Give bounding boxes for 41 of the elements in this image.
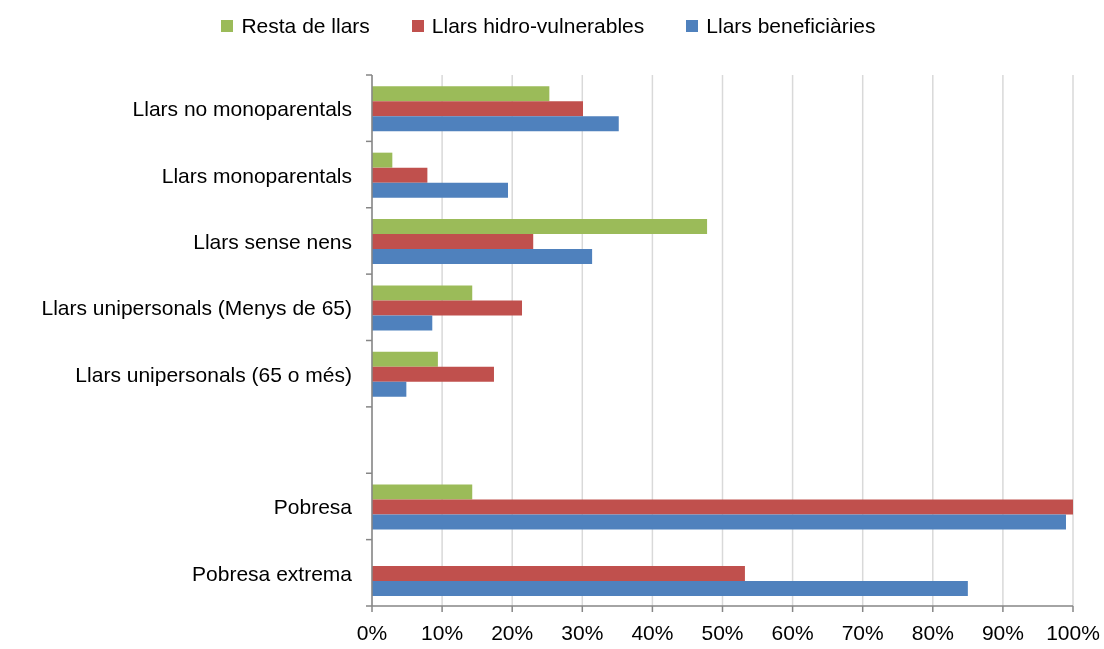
bar: [372, 234, 534, 250]
x-tick-label: 70%: [841, 620, 884, 644]
x-tick-label: 0%: [356, 620, 388, 644]
x-tick-label: 60%: [771, 620, 814, 644]
y-tick-label: Llars unipersonals (Menys de 65): [41, 295, 352, 319]
bar: [372, 219, 708, 235]
bar: [372, 167, 428, 183]
x-tick-label: 10%: [421, 620, 464, 644]
legend-label: Llars hidro-vulnerables: [431, 13, 645, 38]
bar: [372, 366, 494, 382]
bar: [372, 499, 1073, 515]
bar: [372, 182, 508, 198]
y-tick-label: Pobresa: [273, 494, 353, 518]
bar: [372, 514, 1066, 530]
bar: [372, 315, 433, 331]
y-tick-label: Llars no monoparentals: [132, 96, 352, 120]
x-tick-label: 90%: [981, 620, 1024, 644]
x-tick-label: 40%: [631, 620, 674, 644]
bar: [372, 300, 523, 316]
bar: [372, 116, 619, 132]
x-tick-label: 30%: [561, 620, 604, 644]
x-tick-label: 50%: [701, 620, 744, 644]
bar: [372, 580, 968, 596]
bar: [372, 249, 593, 265]
x-tick-label: 20%: [491, 620, 534, 644]
y-tick-label: Llars sense nens: [193, 229, 352, 253]
legend-label: Llars beneficiàries: [706, 13, 876, 38]
legend-label: Resta de llars: [241, 13, 370, 38]
bar: [372, 285, 473, 301]
x-tick-label: 100%: [1046, 620, 1100, 644]
bar: [372, 101, 583, 117]
y-tick-label: Llars unipersonals (65 o més): [75, 362, 352, 386]
bar: [372, 351, 438, 367]
x-tick-label: 80%: [911, 620, 954, 644]
bar: [372, 565, 745, 581]
y-tick-label: Llars monoparentals: [161, 163, 352, 187]
bar: [372, 86, 550, 102]
bar: [372, 381, 407, 397]
bar: [372, 484, 473, 500]
bar: [372, 152, 393, 168]
y-tick-label: Pobresa extrema: [192, 561, 353, 585]
